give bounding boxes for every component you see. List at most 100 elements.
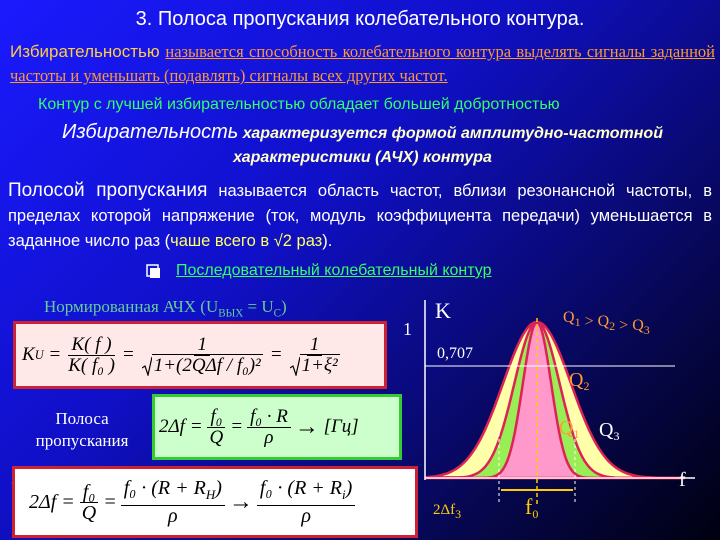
graph-label: Q2: [569, 369, 589, 393]
text: f: [679, 469, 686, 491]
graph-label: 0,707: [437, 345, 473, 362]
bullet: [146, 264, 160, 278]
part: 1+(2QΔf / f₀)²: [139, 353, 266, 376]
t: K( f ): [68, 334, 115, 356]
formula-3: 2Δf = f₀ Q = f₀ · (R + RH) ρ → f₀ · (R + Ri)…: [12, 466, 418, 538]
t: K( f₀ ): [68, 354, 115, 376]
passband: Полосой пропускания называется область ч…: [8, 178, 712, 254]
term: Избирательностью: [10, 42, 160, 61]
t: =: [189, 416, 203, 437]
term: Избирательность: [62, 121, 239, 143]
part: 1+ξ²: [287, 353, 343, 376]
definition: называется способность колебательного ко…: [10, 42, 715, 85]
bullet-text: Последовательный колебательный контур: [176, 262, 492, 279]
t: 1+ξ²: [299, 353, 340, 376]
t: =: [121, 344, 135, 365]
part: K( f ) K( f₀ ): [65, 334, 118, 376]
subscript: 1: [575, 315, 581, 329]
text: Q: [563, 309, 575, 326]
subscript: 3: [613, 429, 619, 443]
t: ): [215, 477, 222, 499]
text: 1: [403, 319, 412, 339]
subscript: 2: [609, 319, 615, 333]
t: ): [345, 477, 353, 499]
t: f₀: [79, 482, 99, 503]
band-label: Полоса пропускания: [35, 409, 129, 450]
t: f₀ · R: [247, 406, 291, 428]
text: Q: [559, 417, 574, 439]
t: →: [294, 413, 319, 440]
term: Полосой пропускания: [8, 180, 208, 201]
t: =: [269, 344, 283, 365]
graph-label: K: [435, 298, 451, 323]
text: называется область частот, вблизи резона…: [8, 182, 712, 250]
characteristic: Избирательность характеризуется формой а…: [10, 120, 715, 170]
t: =: [230, 416, 244, 437]
t: i: [342, 487, 346, 502]
text: Q: [599, 419, 614, 441]
t: C: [273, 307, 281, 320]
part: [141, 356, 152, 376]
part: [141, 356, 152, 376]
part: f₀ · (R + RH): [120, 477, 225, 506]
t: =: [61, 490, 75, 513]
t: = U: [243, 297, 274, 316]
text: Q: [598, 313, 610, 330]
t: 1: [306, 334, 323, 356]
text: K: [435, 298, 451, 323]
part: f₀ · (R + Ri) ρ: [256, 477, 356, 527]
t: 1+(2QΔf / f₀)²: [151, 353, 263, 376]
t: 1: [194, 334, 210, 356]
text: 0,707: [437, 345, 473, 362]
text: 2Δf: [433, 502, 455, 518]
subscript: 3: [455, 507, 461, 521]
subscript: 0: [532, 507, 538, 521]
t: ρ: [168, 505, 178, 527]
t: f₀ · (R + R: [259, 477, 343, 499]
t: Q: [81, 501, 97, 524]
text: f: [525, 494, 533, 519]
graph-label: Q1: [559, 417, 579, 441]
highlight: чаше всего в √2 раз: [170, 232, 323, 250]
text: ).: [322, 232, 333, 250]
t: H: [205, 487, 216, 502]
title: 3. Полоса пропускания колебательного кон…: [135, 8, 585, 30]
t: Q: [209, 426, 224, 448]
t: 2Δf: [159, 416, 185, 437]
part: 1 1+ξ²: [287, 334, 343, 376]
text: Q: [632, 317, 644, 334]
text: >: [615, 317, 632, 334]
subscript: 1: [573, 427, 579, 441]
t: →: [228, 488, 253, 515]
graph-label: f0: [525, 494, 538, 521]
t: =: [48, 344, 62, 365]
t: ρ: [301, 505, 311, 527]
caption: Нормированная АЧХ (UВЫХ = UC): [44, 297, 287, 319]
part: [150, 268, 160, 278]
subscript: 3: [644, 323, 650, 337]
note: Контур с лучшей избирательностью обладае…: [38, 96, 560, 113]
t: f₀: [207, 406, 226, 428]
graph-label: f: [679, 469, 686, 491]
graph-label: Q1 > Q2 > Q3: [563, 309, 650, 337]
t: Нормированная АЧХ (U: [44, 297, 219, 316]
t: f₀ · (R + R: [123, 477, 206, 499]
text: характеризуется формой амплитудно-частот…: [233, 125, 663, 166]
part: f₀ Q: [207, 406, 227, 448]
text: Q: [569, 369, 584, 391]
graph-label: Q3: [599, 419, 619, 443]
t: ): [280, 297, 287, 316]
part: f₀ · (R + RH) ρ: [120, 477, 225, 527]
text: >: [581, 313, 598, 330]
t: [Гц]: [323, 416, 359, 437]
part: [289, 356, 300, 376]
t: ρ: [264, 426, 274, 448]
t: ВЫХ: [218, 307, 244, 320]
selectivity: Избирательностью называется способность …: [10, 40, 715, 88]
t: U: [34, 347, 44, 362]
t: K: [22, 344, 35, 365]
